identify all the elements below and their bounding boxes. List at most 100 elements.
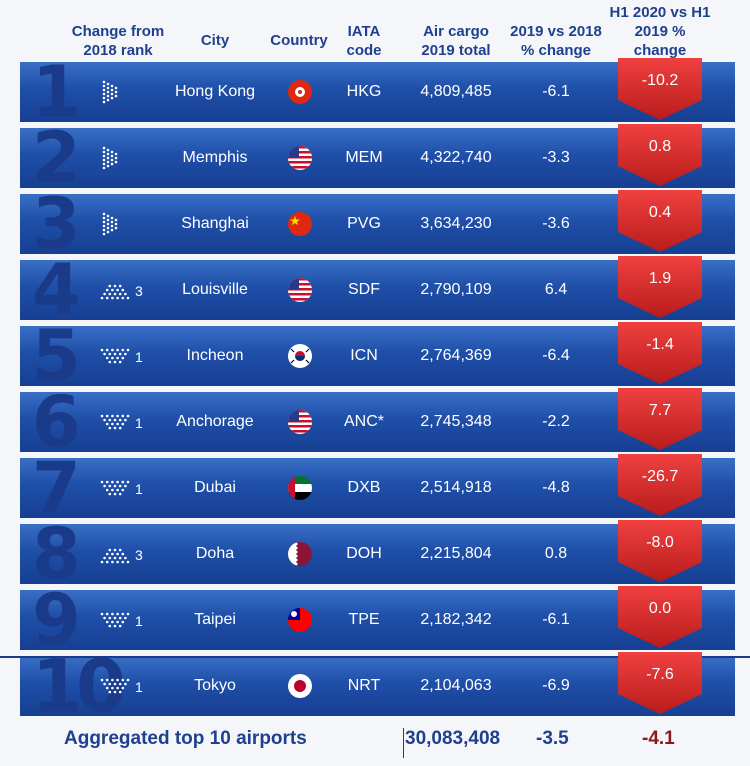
row-band [20, 326, 735, 386]
city-cell: Hong Kong [174, 83, 256, 100]
footer-h1: -4.1 [642, 728, 675, 749]
rank-change-value: 1 [135, 679, 143, 695]
rank-change-value: 3 [135, 547, 143, 563]
rank-number: 10 [32, 644, 126, 728]
red-arrow-shape [618, 124, 702, 186]
h1-value: -7.6 [646, 666, 674, 683]
city-cell: Anchorage [176, 413, 254, 430]
table-row: 8 3 Doha DOH 2,215,804 0.8 -8.0 [0, 513, 750, 595]
pct-cell: -6.1 [542, 83, 570, 100]
h1-value: 0.8 [648, 138, 672, 155]
rank-number: 2 [32, 117, 81, 199]
rank-change-indicator: 3 [98, 278, 158, 302]
header-city: City [200, 32, 230, 49]
cargo-cell: 2,764,369 [420, 347, 492, 364]
header-pct: 2019 vs 2018 % change [510, 23, 602, 59]
rank-number: 4 [32, 249, 81, 331]
qa-flag-icon [288, 542, 312, 566]
city-cell: Tokyo [194, 677, 236, 694]
pct-cell: 0.8 [544, 545, 568, 562]
cn-flag-icon [288, 212, 312, 236]
rank-change-value: 1 [135, 613, 143, 629]
footer-pct: -3.5 [536, 728, 569, 749]
row-band [20, 590, 735, 650]
tw-flag-icon [288, 608, 312, 632]
footer-total: 30,083,408 [403, 728, 500, 758]
h1-change-badge: -7.6 [618, 652, 702, 714]
row-band [20, 194, 735, 254]
divider-line [0, 656, 750, 658]
h1-change-badge: -10.2 [618, 58, 702, 120]
rank-change-indicator: 1 [98, 608, 158, 632]
table-header: Change from 2018 rank City Country IATA … [0, 0, 750, 62]
city-cell: Incheon [186, 347, 244, 364]
h1-change-badge: 0.0 [618, 586, 702, 648]
kr-flag-icon [288, 344, 312, 368]
h1-change-badge: 7.7 [618, 388, 702, 450]
rank-change-value: 1 [135, 415, 143, 431]
table-row: 10 1 Tokyo NRT 2,104,063 -6.9 -7.6 [0, 644, 750, 728]
h1-change-badge: -26.7 [618, 454, 702, 516]
row-band [20, 392, 735, 452]
header-country: Country [270, 32, 328, 49]
h1-change-badge: 0.8 [618, 124, 702, 186]
pct-cell: -3.6 [542, 215, 570, 232]
cargo-cell: 2,745,348 [420, 413, 492, 430]
pct-cell: -6.9 [542, 677, 570, 694]
pct-cell: -3.3 [542, 149, 570, 166]
row-band [20, 128, 735, 188]
ae-flag-icon [288, 476, 312, 500]
h1-value: 0.0 [648, 600, 672, 617]
header-h1: H1 2020 vs H1 2019 % change [609, 4, 711, 59]
h1-change-badge: -1.4 [618, 322, 702, 384]
rank-number: 9 [32, 579, 81, 661]
iata-cell: HKG [346, 83, 382, 100]
us-flag-icon [288, 410, 312, 434]
h1-value: -8.0 [646, 534, 674, 551]
rank-change-indicator: 1 [98, 476, 158, 500]
table-row: 7 1 Dubai DXB 2,514,918 -4.8 -26.7 [0, 453, 750, 523]
city-cell: Taipei [194, 611, 236, 628]
row-band [20, 524, 735, 584]
h1-value: 0.4 [648, 204, 672, 221]
table-row: 3 Shanghai PVG 3,634,230 -3.6 0.4 [0, 189, 750, 259]
cargo-cell: 3,634,230 [420, 215, 492, 232]
rank-number: 1 [32, 51, 81, 133]
pct-cell: -4.8 [542, 479, 570, 496]
cargo-cell: 4,809,485 [420, 83, 492, 100]
red-arrow-shape [618, 190, 702, 252]
iata-cell: PVG [347, 215, 381, 232]
rank-change-value: 1 [135, 349, 143, 365]
h1-change-badge: 1.9 [618, 256, 702, 318]
city-cell: Dubai [194, 479, 236, 496]
row-band [20, 656, 735, 716]
rank-change-indicator [98, 80, 158, 104]
iata-cell: ICN [350, 347, 378, 364]
pct-cell: -6.1 [542, 611, 570, 628]
red-arrow-shape [618, 388, 702, 450]
us-flag-icon [288, 146, 312, 170]
iata-cell: ANC* [343, 413, 384, 430]
us-flag-icon [288, 278, 312, 302]
header-change: Change from 2018 rank [71, 23, 165, 59]
city-cell: Shanghai [181, 215, 249, 232]
h1-value: -26.7 [641, 468, 679, 485]
rank-change-value: 1 [135, 481, 143, 497]
red-arrow-shape [618, 322, 702, 384]
red-arrow-shape [618, 652, 702, 714]
cargo-cell: 2,790,109 [420, 281, 492, 298]
rank-number: 8 [32, 513, 81, 595]
table-row: 1 Hong Kong HKG 4,809,485 -6.1 -10.2 [0, 51, 750, 133]
iata-cell: NRT [347, 677, 381, 694]
cargo-cell: 2,215,804 [420, 545, 492, 562]
city-cell: Louisville [182, 281, 248, 298]
pct-cell: -2.2 [542, 413, 570, 430]
row-band [20, 260, 735, 320]
city-cell: Memphis [182, 149, 248, 166]
footer-label: Aggregated top 10 airports [64, 728, 307, 749]
iata-cell: TPE [348, 611, 380, 628]
rank-change-indicator: 1 [98, 410, 158, 434]
table-row: 9 1 Taipei TPE 2,182,342 -6.1 0.0 [0, 579, 750, 661]
iata-cell: DXB [347, 479, 381, 496]
rank-number: 6 [32, 381, 81, 463]
